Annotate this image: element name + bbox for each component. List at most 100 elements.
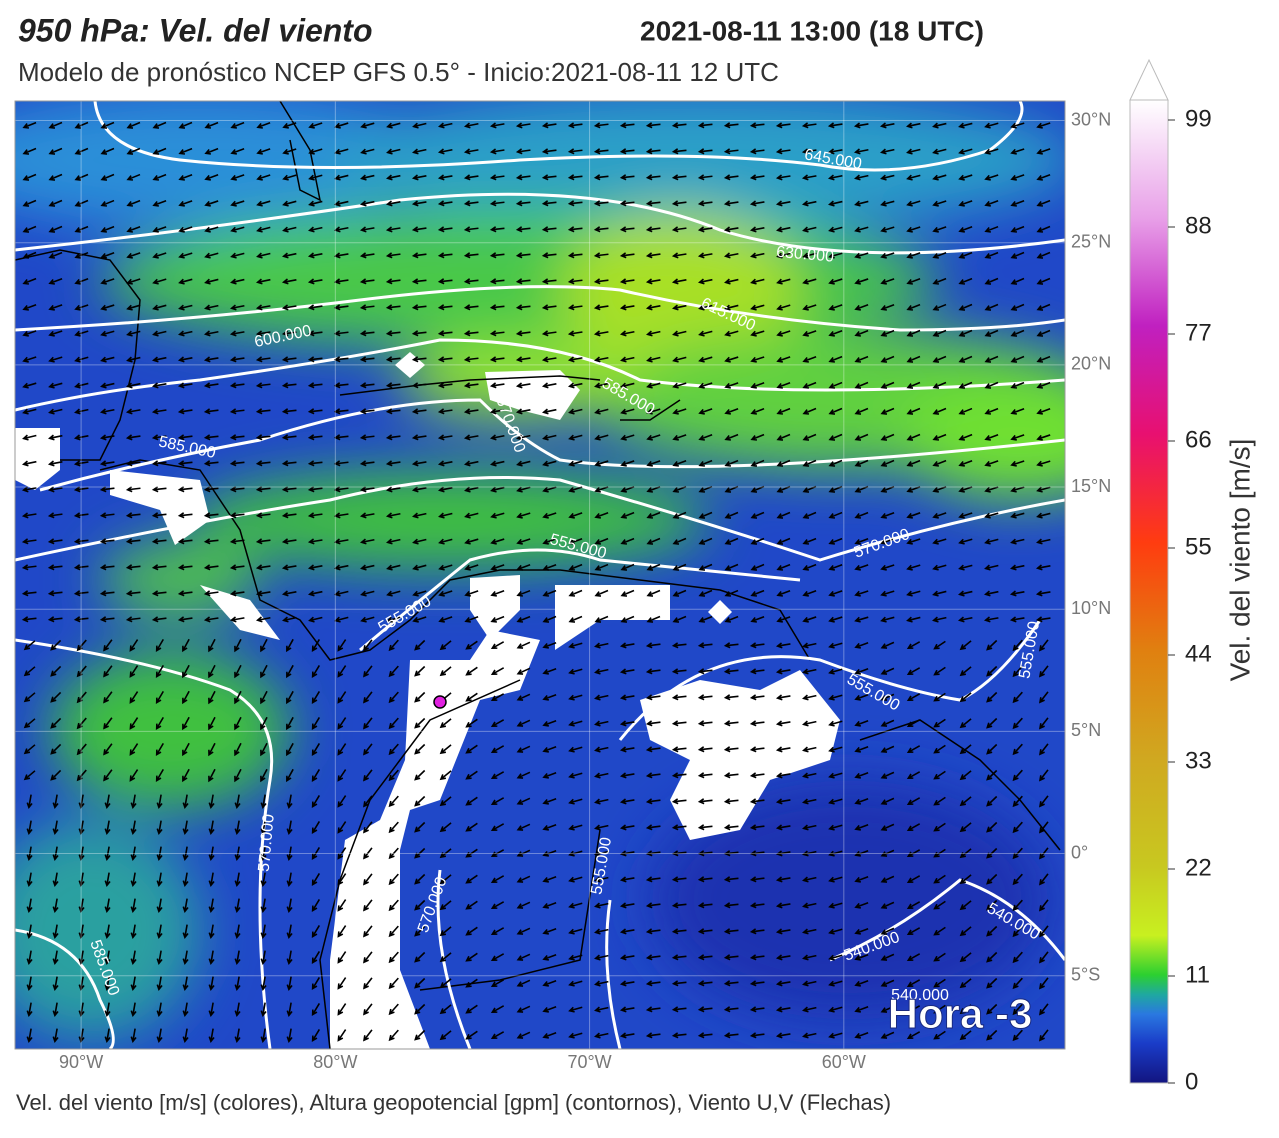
wind-arrow [438, 564, 453, 571]
wind-arrow [880, 849, 895, 857]
wind-arrow [463, 122, 479, 129]
wind-arrow [255, 434, 271, 441]
wind-arrow [52, 1028, 59, 1044]
lat-tick-label: 30°N [1071, 109, 1111, 129]
wind-arrow [463, 278, 479, 285]
wind-arrow [620, 589, 635, 597]
wind-arrow [463, 174, 479, 181]
wind-arrow [775, 1006, 791, 1013]
wind-arrow [986, 925, 998, 937]
wind-arrow [22, 173, 37, 181]
wind-arrow [388, 743, 399, 756]
wind-arrow [828, 928, 843, 935]
wind-arrow [437, 304, 453, 311]
wind-arrow [932, 538, 947, 545]
wind-arrow [311, 951, 321, 965]
wind-arrow [697, 1006, 713, 1013]
wind-arrows [21, 121, 1051, 1044]
wind-arrow [854, 798, 869, 805]
wind-arrow [828, 850, 843, 857]
wind-arrow [125, 434, 141, 441]
wind-arrow [178, 121, 193, 129]
wind-arrow [959, 692, 972, 703]
wind-arrow [260, 924, 267, 940]
wind-arrow [307, 304, 323, 311]
wind-arrow [1035, 616, 1051, 623]
wind-arrow [672, 330, 687, 337]
wind-arrow [438, 486, 453, 493]
coastlines [15, 101, 1061, 1049]
wind-arrow [203, 616, 219, 623]
wind-arrow [542, 850, 557, 857]
wind-arrow [385, 434, 401, 441]
wind-arrow [1036, 486, 1051, 493]
wind-arrow [490, 538, 505, 545]
wind-arrow [78, 976, 85, 992]
wind-arrow [802, 1006, 817, 1013]
wind-arrow [671, 252, 687, 259]
wind-arrow [1039, 769, 1049, 782]
wind-arrow [414, 795, 426, 807]
wind-arrow [645, 954, 661, 961]
wind-arrow [906, 641, 921, 649]
wind-arrow [776, 407, 791, 415]
wind-arrow [880, 538, 895, 545]
wind-arrow [204, 278, 219, 285]
wind-arrow [645, 876, 661, 883]
wind-arrow [337, 821, 347, 834]
wind-arrow [388, 899, 399, 912]
wind-arrow [465, 718, 478, 728]
wind-arrow [933, 744, 946, 754]
wind-arrow [489, 304, 505, 311]
wind-arrow [1010, 148, 1025, 155]
wind-arrow [333, 330, 349, 337]
wind-arrow [229, 564, 245, 571]
wind-arrow [854, 720, 869, 727]
wind-arrow [750, 511, 765, 519]
wind-arrow [724, 615, 739, 623]
wind-arrow [414, 951, 426, 963]
wind-arrow [489, 408, 505, 415]
wind-arrow [182, 872, 189, 888]
wind-arrow [465, 874, 478, 884]
wind-arrow [311, 691, 321, 705]
wind-arrow [802, 433, 817, 441]
wind-arrow [619, 694, 635, 701]
wind-arrow [286, 820, 293, 836]
wind-arrow [151, 616, 167, 623]
wind-arrow [463, 330, 479, 337]
wind-arrow [906, 329, 921, 337]
wind-arrow [204, 200, 219, 207]
wind-arrow [490, 719, 505, 727]
wind-arrow [984, 460, 999, 467]
wind-arrow [99, 408, 115, 415]
wind-arrow [281, 564, 297, 571]
wind-arrow [697, 148, 713, 155]
wind-arrow [282, 174, 297, 181]
wind-arrow [281, 538, 297, 545]
wind-arrow [311, 847, 321, 861]
wind-arrow [414, 847, 426, 859]
wind-arrow [986, 795, 998, 807]
wind-arrow [1012, 1029, 1023, 1042]
wind-arrow [619, 824, 635, 831]
wind-arrow [463, 252, 479, 259]
wind-arrow [337, 639, 347, 652]
wind-arrow [959, 640, 972, 651]
wind-arrow [490, 823, 505, 831]
masked-terrain [15, 352, 840, 1049]
wind-arrow [568, 486, 583, 493]
wind-arrow [439, 874, 452, 885]
wind-arrow [182, 794, 189, 810]
wind-arrow [386, 148, 401, 155]
wind-arrow [932, 303, 947, 311]
wind-arrow [775, 902, 791, 909]
wind-arrow [74, 121, 89, 129]
wind-arrow [363, 821, 373, 834]
wind-arrow [986, 639, 998, 651]
wind-arrow [567, 356, 583, 363]
wind-arrow [906, 148, 921, 155]
wind-arrow [958, 226, 973, 233]
wind-arrow [567, 148, 583, 155]
wind-arrow [286, 716, 294, 731]
